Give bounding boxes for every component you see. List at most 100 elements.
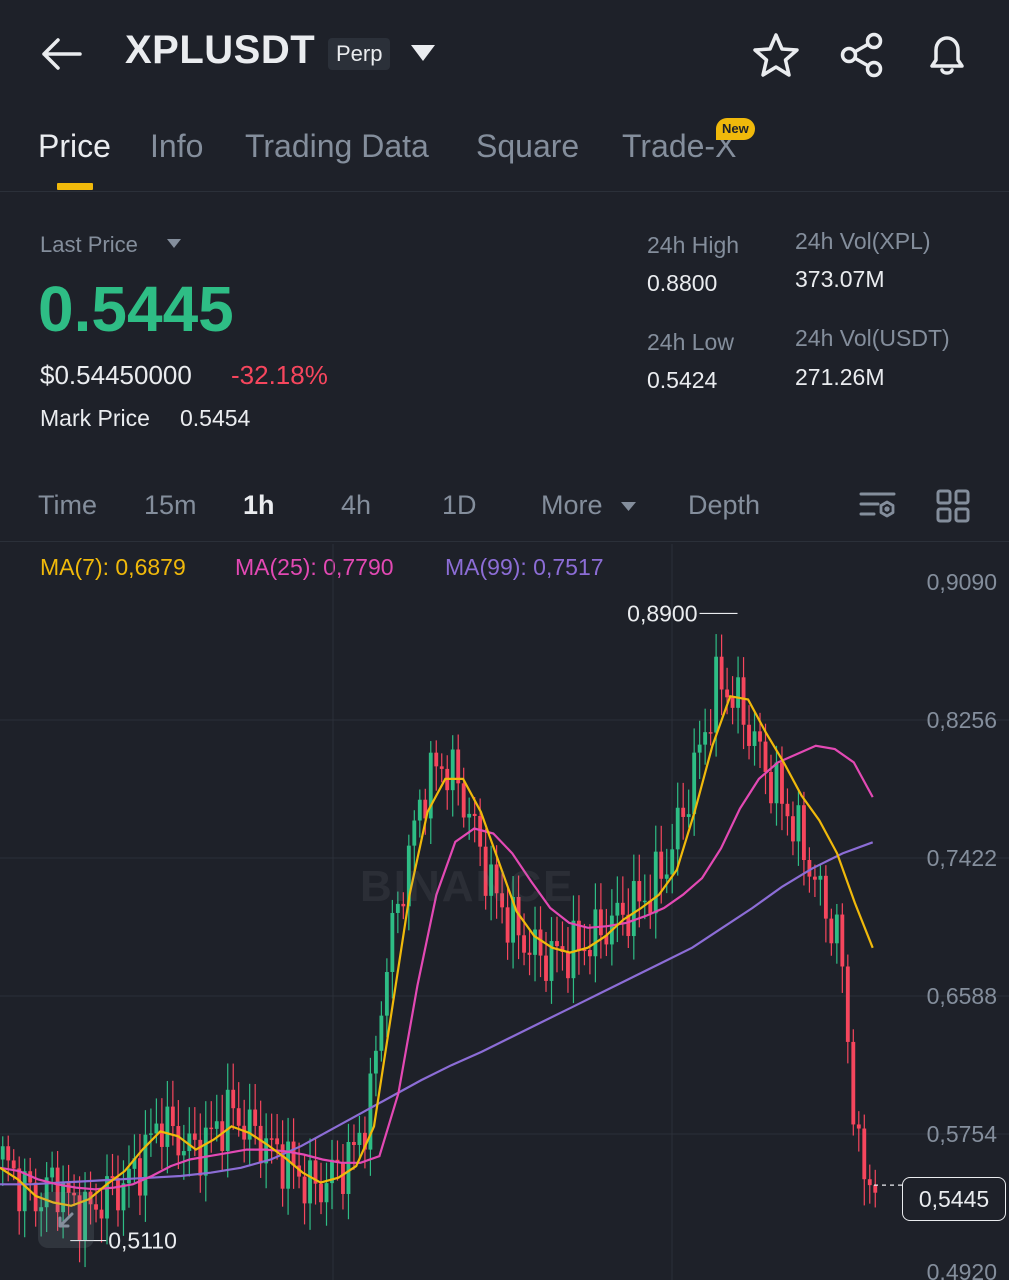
symbol-title[interactable]: XPLUSDT <box>125 28 316 72</box>
candle-body <box>785 803 790 817</box>
candle-body <box>341 1162 345 1194</box>
collapse-chart-button[interactable] <box>38 1192 94 1248</box>
vol-quote-label: 24h Vol(USDT) <box>795 325 950 351</box>
y-tick-label: 0,5754 <box>927 1121 998 1147</box>
star-icon[interactable] <box>752 32 800 78</box>
candle-body <box>395 903 400 913</box>
y-tick-label: 0,6588 <box>927 983 997 1009</box>
candle-body <box>176 1126 181 1156</box>
top-bar: XPLUSDT Perp <box>0 0 1009 110</box>
candle-body <box>258 1125 263 1164</box>
candle-body <box>812 876 817 880</box>
candlestick-chart[interactable]: 0,9090 0,8256 0,7422 0,6588 0,5754 0,4920 0,89… <box>0 544 1009 1280</box>
candle-body <box>66 1182 71 1193</box>
candle-body <box>774 762 779 804</box>
candle-body <box>264 1138 269 1164</box>
tab-bar: Price Info Trading Data Square Trade-X <box>0 110 1009 192</box>
interval-more[interactable]: More <box>541 490 603 520</box>
tab-info[interactable]: Info <box>150 128 204 164</box>
candle-body <box>143 1134 148 1196</box>
collapse-arrow-icon <box>58 1212 74 1228</box>
candle-body <box>730 697 735 708</box>
candle-body <box>620 902 625 915</box>
max-price-label: 0,8900 <box>627 600 697 626</box>
candle-body <box>390 912 395 973</box>
share-icon[interactable] <box>838 32 886 78</box>
candle-body <box>439 766 444 769</box>
candle-body <box>582 949 587 952</box>
interval-time[interactable]: Time <box>38 490 97 520</box>
candle-body <box>165 1106 170 1147</box>
candle-body <box>801 805 806 861</box>
candle-body <box>269 1138 274 1140</box>
candle-body <box>302 1176 307 1204</box>
candle-body <box>571 920 576 979</box>
candle-body <box>83 1191 87 1241</box>
candle-body <box>324 1183 329 1203</box>
chart-settings-icon[interactable] <box>858 488 898 524</box>
ma25-legend: MA(25): 0,7790 <box>235 554 394 580</box>
candle-body <box>203 1127 208 1176</box>
dropdown-caret-icon[interactable] <box>410 44 436 62</box>
tab-price[interactable]: Price <box>38 128 111 164</box>
candle-body <box>6 1146 11 1161</box>
y-tick-label: 0,8256 <box>927 707 997 733</box>
candle-body <box>236 1108 241 1126</box>
interval-depth[interactable]: Depth <box>688 490 761 520</box>
tab-trading-data[interactable]: Trading Data <box>245 128 429 164</box>
candle-body <box>428 752 433 819</box>
interval-4h[interactable]: 4h <box>341 490 372 520</box>
candle-body <box>489 864 494 896</box>
candle-body <box>791 816 795 842</box>
low-24h-label: 24h Low <box>647 329 734 355</box>
candle-body <box>670 849 675 875</box>
candle-body <box>50 1167 55 1178</box>
candle-body <box>505 907 510 943</box>
vol-base-value: 373.07M <box>795 266 885 292</box>
candle-body <box>527 952 532 955</box>
bell-icon[interactable] <box>923 30 971 78</box>
ma7-legend: MA(7): 0,6879 <box>40 554 186 580</box>
candle-body <box>94 1204 98 1210</box>
tab-square[interactable]: Square <box>476 128 580 164</box>
candle-body <box>297 1165 301 1177</box>
candle-body <box>862 1128 867 1180</box>
mark-price-value: 0.5454 <box>180 405 251 431</box>
candle-body <box>522 935 526 953</box>
candle-body <box>664 874 669 879</box>
y-tick-label: 0,7422 <box>927 845 997 871</box>
candle-body <box>845 966 850 1042</box>
candle-body <box>192 1133 197 1140</box>
candle-body <box>703 732 708 745</box>
candle-body <box>829 918 834 944</box>
candle-body <box>308 1160 312 1204</box>
candle-body <box>555 941 559 947</box>
candle-body <box>242 1125 247 1140</box>
candle-body <box>483 846 488 896</box>
candle-body <box>209 1127 214 1130</box>
candle-body <box>159 1123 164 1147</box>
back-arrow-icon[interactable] <box>38 34 84 74</box>
candle-body <box>148 1133 153 1135</box>
last-price-label[interactable]: Last Price <box>40 232 138 257</box>
candle-body <box>637 881 642 902</box>
candle-body <box>818 875 823 880</box>
candle-body <box>500 893 505 908</box>
interval-15m[interactable]: 15m <box>144 490 197 520</box>
high-24h-value: 0.8800 <box>647 270 718 296</box>
interval-1d[interactable]: 1D <box>442 490 477 520</box>
last-price-caret-icon[interactable] <box>166 238 182 249</box>
candle-body <box>823 875 828 919</box>
candle-body <box>758 731 762 742</box>
candle-body <box>752 731 757 746</box>
interval-1h[interactable]: 1h <box>243 490 275 520</box>
layout-grid-icon[interactable] <box>935 488 971 524</box>
candle-body <box>22 1171 27 1212</box>
more-caret-icon[interactable] <box>620 501 637 512</box>
new-badge: New <box>716 118 755 140</box>
candle-body <box>807 860 812 877</box>
candle-body <box>840 914 845 967</box>
candle-body <box>154 1123 159 1134</box>
candle-body <box>319 1183 323 1203</box>
candle-body <box>357 1132 362 1146</box>
